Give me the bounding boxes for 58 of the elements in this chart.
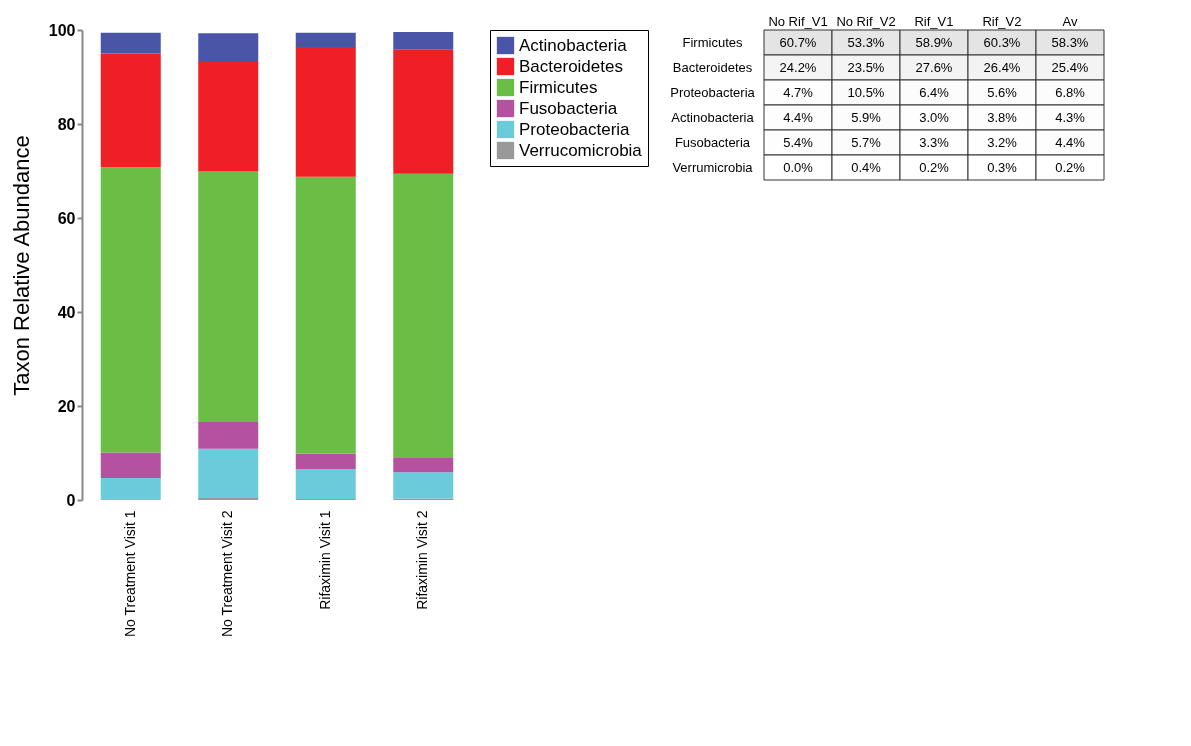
data-label: 4.3%: [1055, 109, 1086, 125]
data-label: 6.8%: [1055, 84, 1086, 100]
data-label: 60.3%: [983, 34, 1021, 50]
data-label: 27.6%: [915, 59, 953, 75]
legend-label: Verrucomicrobia: [519, 140, 643, 160]
data-label: 23.5%: [847, 59, 885, 75]
data-label: 58.3%: [1051, 34, 1089, 50]
data-label: 3.0%: [919, 109, 950, 125]
data-label: 53.3%: [847, 34, 885, 50]
x-tick-label: Rif_V1: [914, 13, 954, 29]
data-label: 6.4%: [919, 84, 950, 100]
legend-label: Firmicutes: [519, 77, 598, 97]
y-tick-label: 100: [48, 21, 76, 39]
x-tick-label: Rifaximin Visit 1: [316, 510, 333, 610]
data-label: 58.9%: [915, 34, 953, 50]
y-tick-label: Proteobacteria: [670, 84, 756, 100]
data-label: 4.4%: [1055, 134, 1086, 150]
data-label: 3.8%: [987, 109, 1018, 125]
data-label: 26.4%: [983, 59, 1021, 75]
data-label: 24.2%: [779, 59, 817, 75]
data-label: 0.2%: [1055, 159, 1086, 175]
x-tick-label: Rifaximin Visit 2: [414, 510, 431, 610]
y-tick-label: Actinobacteria: [671, 109, 755, 125]
legend-label: Bacteroidetes: [519, 56, 623, 76]
legend-label: Proteobacteria: [519, 119, 631, 139]
x-tick-label: No Rif_V1: [768, 13, 828, 29]
data-label: 60.7%: [779, 34, 817, 50]
data-label: 25.4%: [1051, 59, 1089, 75]
data-label: 0.3%: [987, 159, 1018, 175]
data-label: 0.2%: [919, 159, 950, 175]
data-label: 5.6%: [987, 84, 1018, 100]
x-tick-label: No Rif_V2: [836, 13, 896, 29]
data-label: 4.7%: [783, 84, 814, 100]
y-tick-label: 20: [57, 397, 76, 415]
data-label: 5.7%: [851, 134, 882, 150]
x-tick-label: Rif_V2: [982, 13, 1022, 29]
data-label: 4.4%: [783, 109, 814, 125]
data-label: 5.4%: [783, 134, 814, 150]
y-tick-label: Verrumicrobia: [672, 159, 754, 175]
y-tick-label: Fusobacteria: [674, 134, 751, 150]
y-tick-label: Bacteroidetes: [672, 59, 753, 75]
x-tick-label: No Treatment Visit 2: [219, 510, 236, 638]
y-tick-label: 60: [57, 209, 76, 227]
data-label: 0.4%: [851, 159, 882, 175]
legend-label: Fusobacteria: [519, 98, 618, 118]
y-tick-label: Firmicutes: [682, 34, 743, 50]
y-axis-title: Taxon Relative Abundance: [8, 135, 34, 396]
y-tick-label: 0: [66, 491, 76, 509]
x-tick-label: Av: [1062, 13, 1078, 29]
data-label: 10.5%: [847, 84, 885, 100]
y-tick-label: 40: [57, 303, 76, 321]
x-tick-label: No Treatment Visit 1: [121, 510, 138, 638]
data-label: 0.0%: [783, 159, 814, 175]
data-label: 3.2%: [987, 134, 1018, 150]
legend-label: Actinobacteria: [519, 35, 628, 55]
data-label: 3.3%: [919, 134, 950, 150]
data-label: 5.9%: [851, 109, 882, 125]
y-tick-label: 80: [57, 115, 76, 133]
